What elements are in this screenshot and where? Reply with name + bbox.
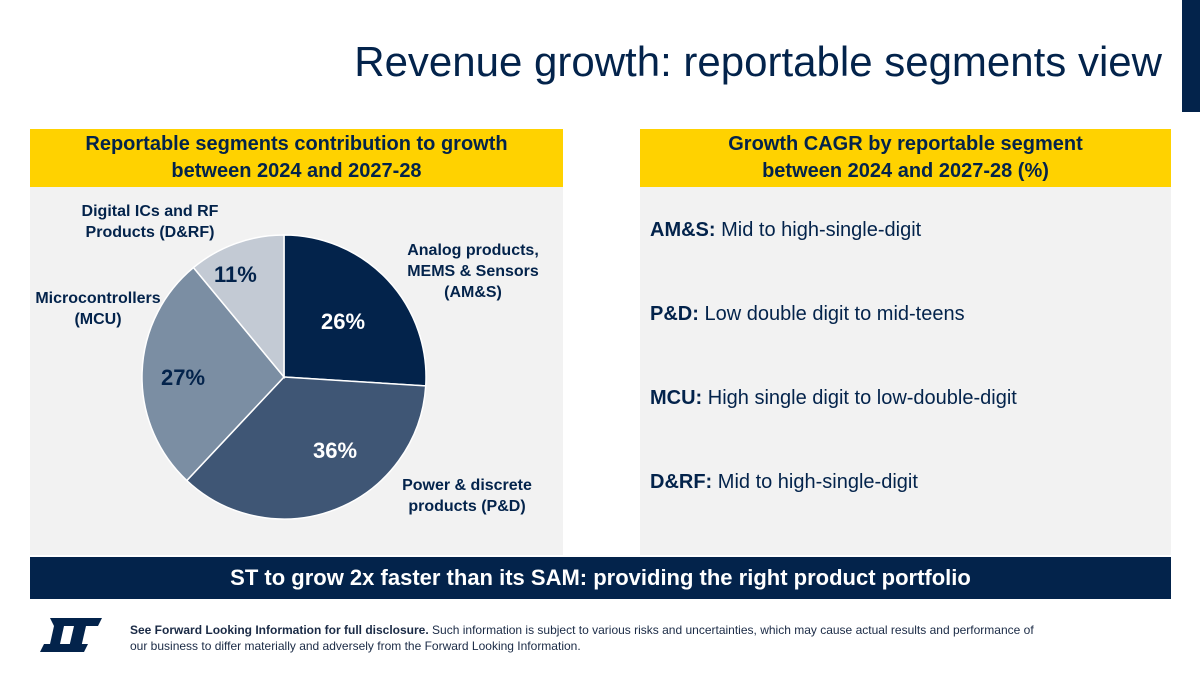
pie-label-mcu: Microcontrollers (MCU) — [35, 290, 161, 328]
cagr-panel: Growth CAGR by reportable segment betwee… — [640, 129, 1171, 555]
pie-panel-header: Reportable segments contribution to grow… — [30, 129, 563, 187]
pie-panel-header-line2: between 2024 and 2027-28 — [171, 160, 422, 182]
pie-label-pd: Power & discrete products (P&D) — [402, 477, 532, 515]
cagr-panel-header-line1: Growth CAGR by reportable segment — [728, 133, 1083, 155]
cagr-key: D&RF: — [650, 471, 713, 493]
pie-value-pd: 36% — [313, 438, 358, 463]
pie-slice-drf — [192, 234, 285, 380]
cagr-value: High single digit to low-double-digit — [707, 387, 1017, 409]
cagr-row-pd: P&D: Low double digit to mid-teens — [650, 303, 1017, 387]
pie-panel: Reportable segments contribution to grow… — [30, 129, 563, 555]
cagr-key: P&D: — [650, 303, 699, 325]
page-title: Revenue growth: reportable segments view — [354, 38, 1162, 85]
pie-chart — [141, 234, 427, 520]
pie-slice-pd — [185, 376, 427, 520]
pie-slice-mcu — [141, 266, 285, 482]
cagr-row-ams: AM&S: Mid to high-single-digit — [650, 219, 1017, 303]
accent-bar — [1182, 0, 1200, 112]
cagr-key: MCU: — [650, 387, 703, 409]
summary-banner: ST to grow 2x faster than its SAM: provi… — [30, 557, 1171, 599]
disclaimer: See Forward Looking Information for full… — [130, 622, 1050, 654]
cagr-list: AM&S: Mid to high-single-digit P&D: Low … — [650, 219, 1017, 555]
pie-value-ams: 26% — [321, 309, 366, 334]
cagr-value: Mid to high-single-digit — [721, 219, 922, 241]
cagr-row-mcu: MCU: High single digit to low-double-dig… — [650, 387, 1017, 471]
cagr-key: AM&S: — [650, 219, 716, 241]
pie-value-drf: 11% — [214, 262, 257, 287]
pie-panel-header-line1: Reportable segments contribution to grow… — [85, 133, 508, 155]
cagr-row-drf: D&RF: Mid to high-single-digit — [650, 471, 1017, 555]
disclaimer-bold: See Forward Looking Information for full… — [130, 623, 429, 637]
pie-slice-ams — [283, 234, 427, 387]
pie-label-drf: Digital ICs and RF Products (D&RF) — [81, 203, 219, 241]
cagr-value: Low double digit to mid-teens — [704, 303, 965, 325]
cagr-value: Mid to high-single-digit — [717, 471, 918, 493]
pie-value-mcu: 27% — [161, 365, 206, 390]
cagr-panel-header-line2: between 2024 and 2027-28 (%) — [762, 160, 1049, 182]
pie-label-ams: Analog products, MEMS & Sensors (AM&S) — [407, 242, 539, 301]
cagr-panel-header: Growth CAGR by reportable segment betwee… — [640, 129, 1171, 187]
disclaimer-text: Such information is subject to various r… — [130, 623, 1034, 653]
st-logo — [40, 618, 102, 652]
